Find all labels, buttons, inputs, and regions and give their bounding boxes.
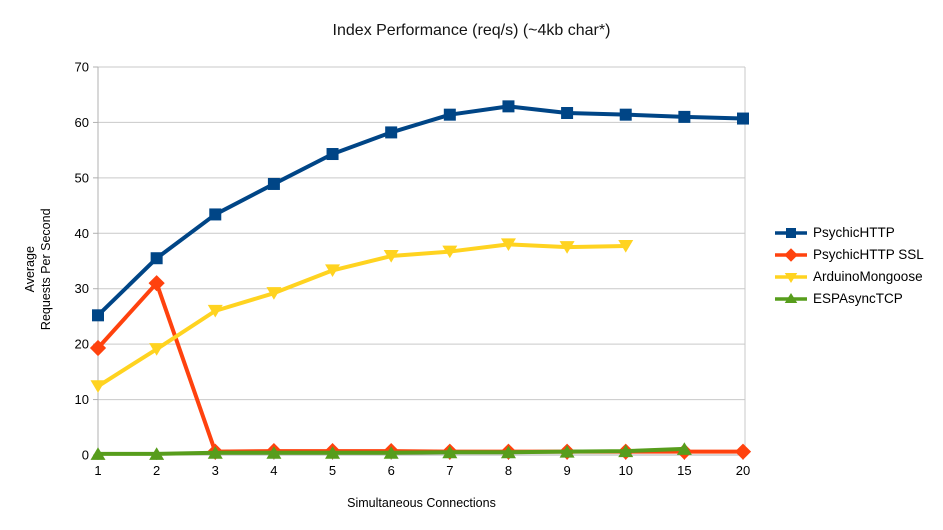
series-marker-ESPAsyncTCP — [559, 445, 575, 458]
series-marker-PsychicHTTP — [150, 252, 163, 265]
series-marker-ESPAsyncTCP — [149, 447, 165, 460]
series-marker-ESPAsyncTCP — [676, 442, 692, 455]
series-marker-ESPAsyncTCP — [383, 446, 399, 459]
series-line-PsychicHTTP — [96, 104, 745, 318]
series-line-PsychicHTTP-SSL — [96, 281, 745, 454]
x-tick-label: 20 — [736, 463, 750, 478]
legend-label: PsychicHTTP — [813, 225, 895, 240]
series-marker-PsychicHTTP — [385, 126, 398, 139]
series-marker-ArduinoMongoose — [149, 343, 165, 356]
series-marker-PsychicHTTP-SSL — [148, 275, 165, 292]
series-marker-ESPAsyncTCP — [442, 445, 458, 459]
legend-item-PsychicHTTP-SSL: PsychicHTTP SSL — [774, 246, 924, 263]
series-marker-ESPAsyncTCP — [618, 444, 634, 458]
series-marker-PsychicHTTP — [619, 108, 632, 121]
series-marker-ArduinoMongoose — [325, 264, 341, 278]
diamond-legend-marker-icon — [775, 247, 807, 262]
triangle-up-legend-marker-icon — [775, 292, 807, 303]
y-tick-label: 0 — [82, 448, 89, 463]
series-marker-ESPAsyncTCP — [207, 446, 223, 459]
x-tick-label: 10 — [618, 463, 632, 478]
series-marker-PsychicHTTP — [92, 309, 104, 322]
series-marker-ArduinoMongoose — [500, 238, 516, 251]
y-tick-label: 50 — [75, 170, 89, 185]
series-marker-PsychicHTTP — [267, 177, 280, 190]
y-tick-label: 20 — [75, 337, 89, 352]
legend-label: PsychicHTTP SSL — [813, 247, 924, 262]
x-tick-label: 5 — [329, 463, 336, 478]
series-marker-ArduinoMongoose — [383, 250, 399, 263]
legend-label: ArduinoMongoose — [813, 269, 923, 284]
series-marker-ESPAsyncTCP — [325, 446, 341, 459]
series-marker-PsychicHTTP — [326, 148, 339, 161]
series-marker-PsychicHTTP-SSL — [89, 339, 107, 357]
series-marker-PsychicHTTP — [209, 208, 222, 221]
triangle-down-legend-marker-icon — [775, 272, 807, 283]
x-axis-title: Simultaneous Connections — [347, 496, 496, 510]
series-marker-PsychicHTTP — [561, 107, 574, 120]
x-tick-label: 3 — [212, 463, 219, 478]
x-tick-label: 1 — [94, 463, 101, 478]
y-tick-label: 10 — [75, 392, 89, 407]
legend-item-ESPAsyncTCP: ESPAsyncTCP — [774, 290, 924, 307]
series-line-ArduinoMongoose — [96, 242, 628, 389]
x-tick-label: 8 — [505, 463, 512, 478]
series-marker-PsychicHTTP — [443, 108, 456, 121]
x-tick-label: 2 — [153, 463, 160, 478]
y-tick-label: 70 — [75, 60, 89, 75]
square-legend-marker-icon — [775, 227, 807, 238]
x-tick-label: 9 — [563, 463, 570, 478]
series-marker-ESPAsyncTCP — [90, 447, 106, 460]
legend-item-ArduinoMongoose: ArduinoMongoose — [774, 268, 924, 285]
series-marker-ArduinoMongoose — [442, 245, 458, 259]
series-marker-ESPAsyncTCP — [500, 445, 516, 459]
y-tick-label: 40 — [75, 226, 89, 241]
series-marker-ArduinoMongoose — [618, 240, 634, 253]
series-marker-ESPAsyncTCP — [266, 446, 282, 459]
x-tick-label: 7 — [446, 463, 453, 478]
series-marker-ArduinoMongoose — [207, 304, 223, 318]
series-marker-ArduinoMongoose — [266, 287, 282, 300]
series-marker-PsychicHTTP — [502, 100, 515, 113]
series-marker-PsychicHTTP-SSL — [734, 443, 752, 460]
x-tick-label: 6 — [388, 463, 395, 478]
chart-title: Index Performance (req/s) (~4kb char*) — [332, 22, 611, 39]
x-tick-label: 15 — [677, 463, 691, 478]
series-marker-PsychicHTTP — [737, 112, 749, 125]
series-marker-PsychicHTTP — [678, 110, 691, 123]
series-marker-ArduinoMongoose — [90, 380, 106, 393]
x-tick-label: 4 — [270, 463, 277, 478]
legend-item-PsychicHTTP: PsychicHTTP — [774, 224, 924, 241]
series-marker-ArduinoMongoose — [559, 241, 575, 254]
legend-label: ESPAsyncTCP — [813, 291, 903, 306]
y-tick-label: 30 — [75, 281, 89, 296]
legend: PsychicHTTP PsychicHTTP SSL ArduinoMongoos… — [774, 224, 924, 307]
y-tick-label: 60 — [75, 115, 89, 130]
